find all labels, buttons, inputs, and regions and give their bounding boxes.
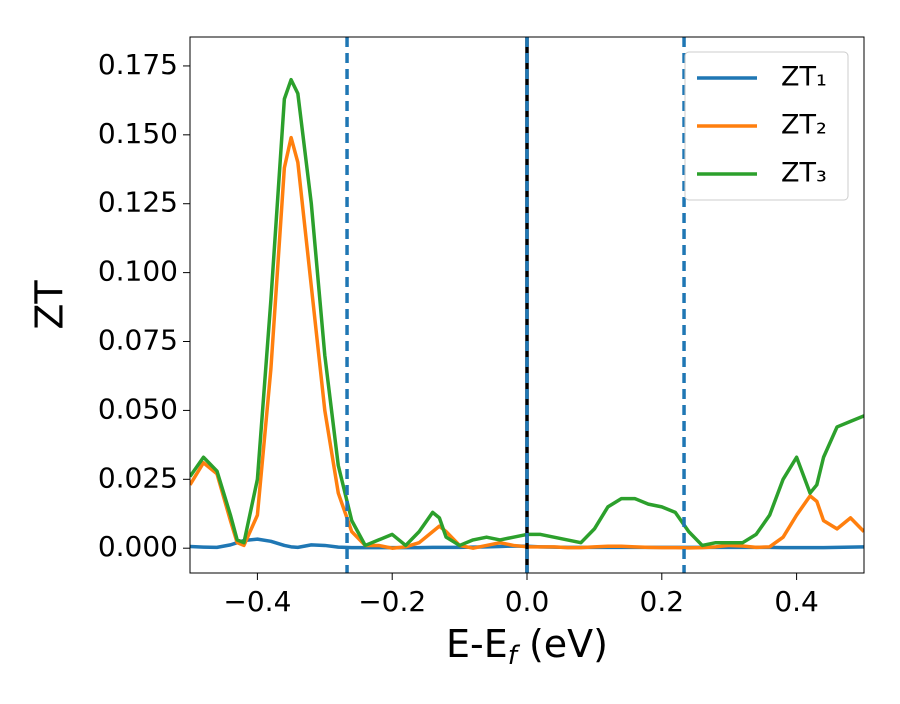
data-line [190,135,864,550]
x-tick-label: −0.2 [358,585,426,618]
plot-frame [189,36,865,574]
x-label-main: E-E [446,622,508,666]
x-tick-label: 0.4 [774,585,819,618]
y-tick-label: 0.075 [98,324,178,357]
legend-box [684,51,849,201]
x-label-rest: (eV) [517,622,608,666]
plot-area [190,77,864,550]
x-tick-label: 0.0 [505,585,550,618]
y-tick-label: 0.050 [98,392,178,425]
legend-label: ZT₂ [781,110,827,141]
y-tick-label: 0.000 [98,530,178,563]
data-line [190,77,864,548]
legend-label: ZT₁ [781,62,827,93]
y-tick-label: 0.100 [98,255,178,288]
legend-label: ZT₃ [781,158,827,189]
y-axis-label: ZT [28,280,72,330]
x-axis-label: E-Ef (eV) [446,622,608,671]
y-tick-label: 0.175 [98,48,178,81]
x-tick-label: 0.2 [640,585,685,618]
y-tick-label: 0.125 [98,186,178,219]
x-tick-label: −0.4 [223,585,291,618]
y-tick-label: 0.025 [98,461,178,494]
y-tick-label: 0.150 [98,117,178,150]
